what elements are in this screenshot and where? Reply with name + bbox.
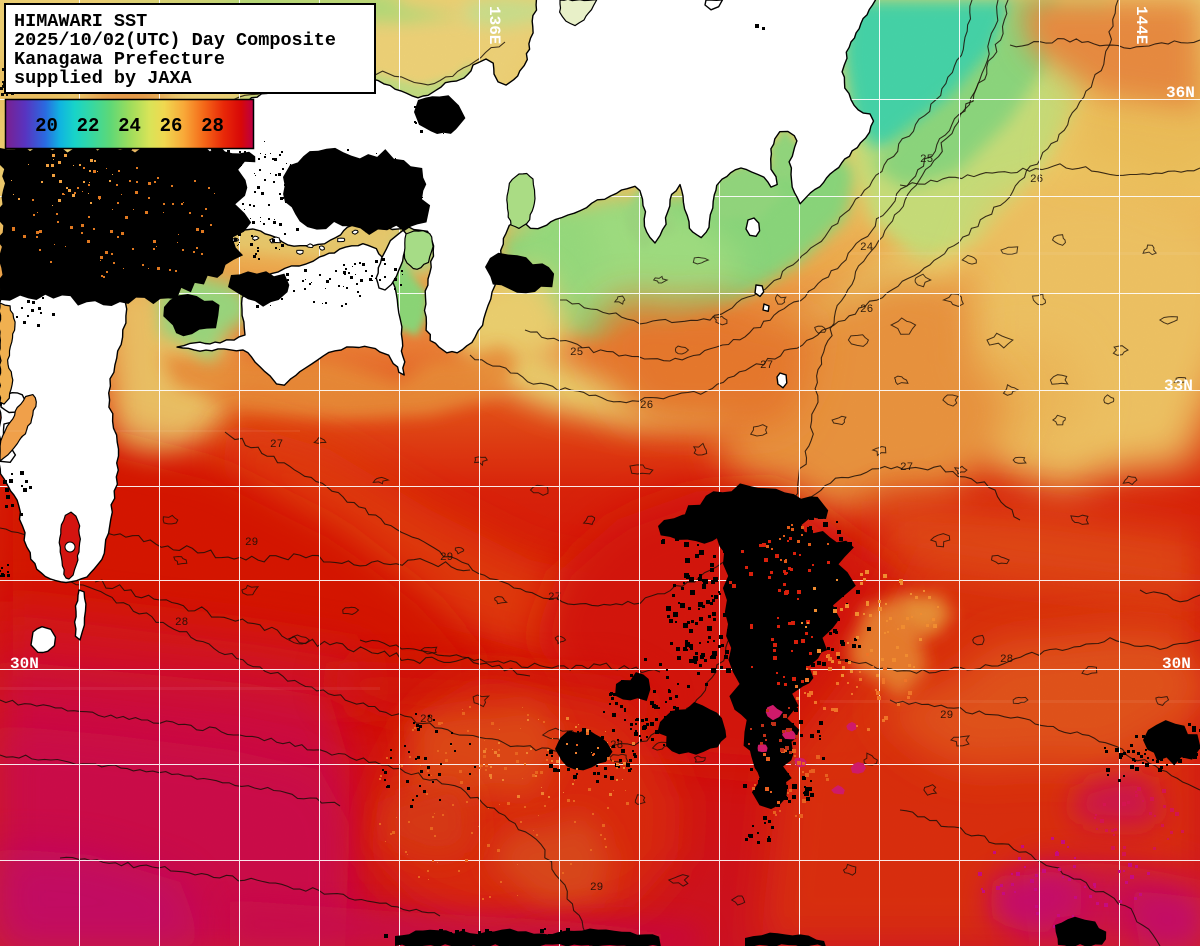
svg-text:Kanagawa Prefecture: Kanagawa Prefecture — [14, 49, 225, 70]
svg-text:27: 27 — [548, 592, 561, 604]
svg-text:28: 28 — [201, 115, 224, 137]
svg-text:144E: 144E — [1132, 6, 1150, 44]
svg-text:30N: 30N — [1162, 655, 1191, 673]
svg-text:29: 29 — [590, 882, 603, 894]
svg-text:136E: 136E — [485, 6, 503, 44]
svg-text:20: 20 — [35, 115, 58, 137]
svg-text:24: 24 — [860, 242, 874, 254]
svg-text:27: 27 — [900, 462, 913, 474]
svg-text:29: 29 — [940, 710, 953, 722]
svg-text:28: 28 — [175, 617, 188, 629]
svg-text:22: 22 — [77, 115, 100, 137]
svg-text:27: 27 — [760, 360, 773, 372]
svg-text:29: 29 — [245, 537, 258, 549]
svg-text:HIMAWARI SST: HIMAWARI SST — [14, 11, 147, 32]
svg-text:supplied by JAXA: supplied by JAXA — [14, 68, 193, 89]
svg-text:2025/10/02(UTC) Day Composite: 2025/10/02(UTC) Day Composite — [14, 30, 336, 51]
svg-text:26: 26 — [160, 115, 183, 137]
svg-text:28: 28 — [610, 740, 623, 752]
svg-text:28: 28 — [1000, 654, 1013, 666]
svg-text:33N: 33N — [1164, 377, 1193, 395]
svg-text:25: 25 — [570, 347, 583, 359]
svg-text:30N: 30N — [10, 655, 39, 673]
svg-text:26: 26 — [860, 304, 873, 316]
svg-text:27: 27 — [270, 439, 283, 451]
svg-text:36N: 36N — [1166, 84, 1195, 102]
svg-text:26: 26 — [640, 400, 653, 412]
svg-text:24: 24 — [118, 115, 141, 137]
svg-text:29: 29 — [440, 552, 453, 564]
svg-text:25: 25 — [920, 154, 933, 166]
